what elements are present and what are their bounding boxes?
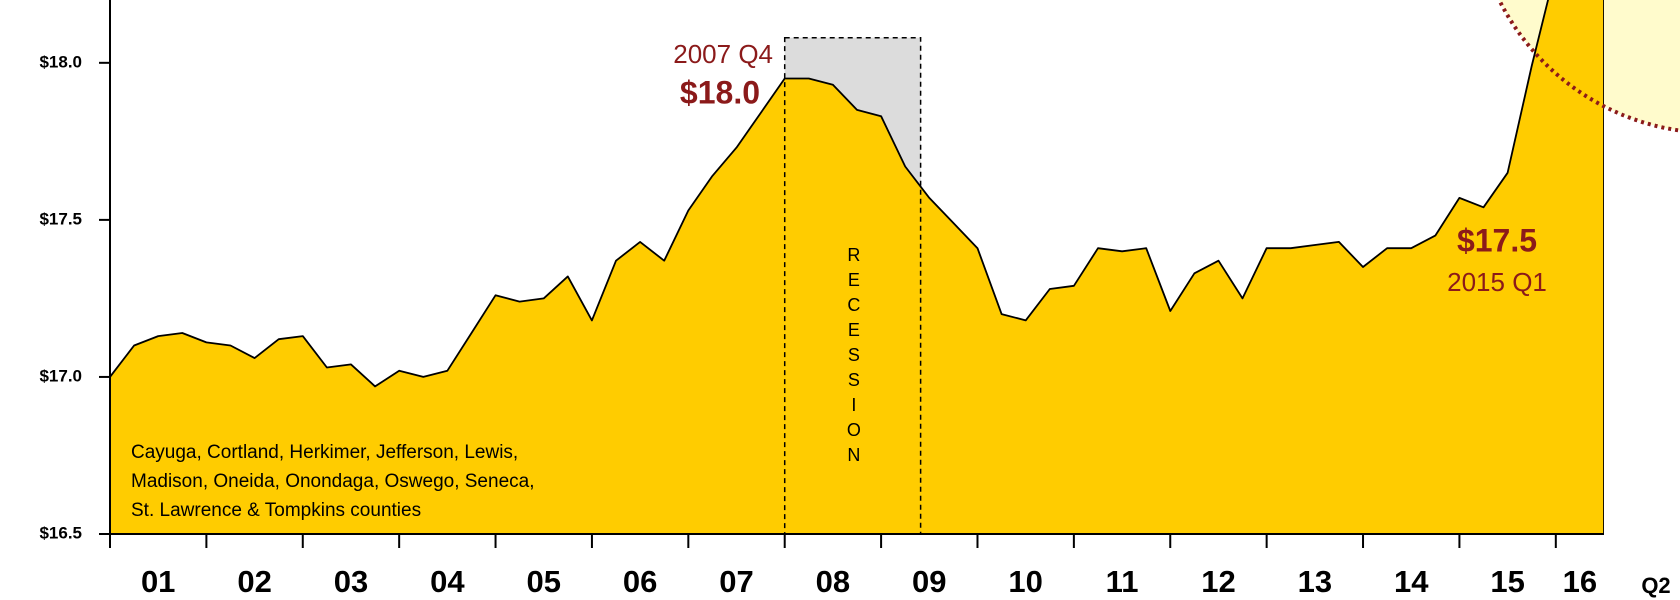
y-tick-label: $17.0 xyxy=(39,366,82,385)
note-line: Madison, Oneida, Onondaga, Oswego, Senec… xyxy=(131,471,534,492)
x-end-label: Q2 xyxy=(1641,573,1670,598)
annotation-date: 2007 Q4 xyxy=(673,39,773,69)
y-tick-label: $17.5 xyxy=(39,209,82,228)
x-tick-label: 05 xyxy=(526,564,560,599)
recession-box xyxy=(783,36,922,535)
x-tick-label: 15 xyxy=(1490,564,1524,599)
recession-label: RECESSION xyxy=(844,245,864,470)
x-tick-label: 03 xyxy=(334,564,368,599)
x-tick-label: 13 xyxy=(1298,564,1332,599)
annotation-value: $18.0 xyxy=(680,74,760,110)
annotation-date: 2015 Q1 xyxy=(1447,267,1547,297)
x-tick-label: 01 xyxy=(141,564,175,599)
note-line: Cayuga, Cortland, Herkimer, Jefferson, L… xyxy=(131,442,518,463)
annotation-value: $17.5 xyxy=(1457,222,1537,258)
x-tick-label: 14 xyxy=(1394,564,1429,599)
x-tick-label: 07 xyxy=(719,564,753,599)
x-tick-label: 02 xyxy=(237,564,271,599)
x-tick-label: 04 xyxy=(430,564,465,599)
area xyxy=(110,0,1604,534)
x-tick-label: 10 xyxy=(1008,564,1042,599)
line xyxy=(110,0,1549,388)
note-line: St. Lawrence & Tompkins counties xyxy=(131,500,421,521)
x-tick-label: 08 xyxy=(816,564,850,599)
x-tick-label: 09 xyxy=(912,564,946,599)
x-tick-label: 11 xyxy=(1106,564,1139,599)
x-tick-label: 16 xyxy=(1563,564,1597,599)
x-tick-label: 06 xyxy=(623,564,657,599)
y-tick-label: $18.0 xyxy=(39,52,82,71)
y-tick-label: $16.5 xyxy=(39,523,82,542)
x-tick-label: 12 xyxy=(1201,564,1235,599)
